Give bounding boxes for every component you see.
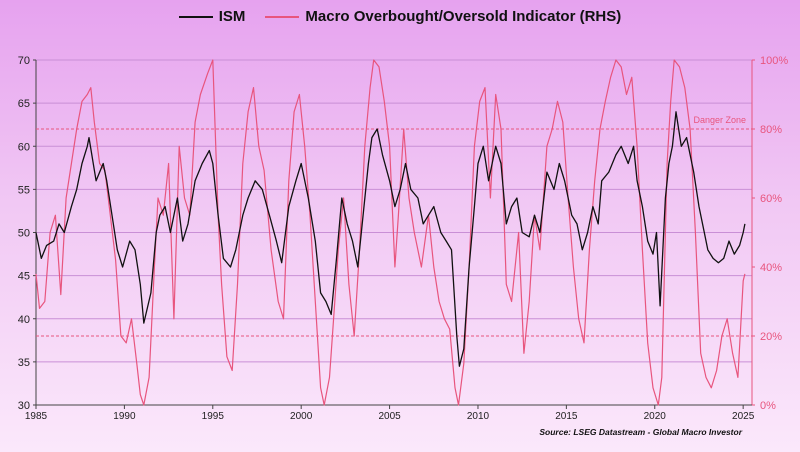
legend: ISM Macro Overbought/Oversold Indicator … <box>0 8 800 25</box>
legend-item-indicator: Macro Overbought/Oversold Indicator (RHS… <box>265 8 621 25</box>
x-tick-label: 2020 <box>644 411 667 422</box>
danger-zone-label: Danger Zone <box>693 115 746 125</box>
y-left-tick-label: 45 <box>18 271 30 283</box>
y-left-tick-label: 65 <box>18 98 30 110</box>
x-tick-label: 1995 <box>202 411 225 422</box>
y-left-tick-label: 40 <box>18 314 30 326</box>
x-tick-label: 1985 <box>25 411 48 422</box>
x-tick-label: 1990 <box>113 411 136 422</box>
y-left-tick-label: 55 <box>18 184 30 196</box>
y-right-tick-label: 20% <box>760 331 782 343</box>
y-left-tick-label: 35 <box>18 357 30 369</box>
x-tick-label: 2000 <box>290 411 313 422</box>
y-left-tick-label: 50 <box>18 228 30 240</box>
series-line-indicator <box>35 59 746 406</box>
y-right-tick-label: 40% <box>760 262 782 274</box>
series-line-ism <box>35 111 746 367</box>
legend-label-indicator: Macro Overbought/Oversold Indicator (RHS… <box>305 8 622 25</box>
legend-swatch-indicator <box>265 15 300 18</box>
legend-label-ism: ISM <box>218 8 246 25</box>
y-left-tick-label: 30 <box>18 400 30 412</box>
legend-item-ism: ISM <box>178 8 246 25</box>
y-left-tick-label: 70 <box>18 55 30 67</box>
x-tick-label: 2015 <box>555 411 578 422</box>
y-right-tick-label: 100% <box>760 55 788 67</box>
y-right-tick-label: 80% <box>760 124 782 136</box>
x-tick-label: 2010 <box>467 411 490 422</box>
y-right-tick-label: 60% <box>760 193 782 205</box>
source-note: Source: LSEG Datastream - Global Macro I… <box>539 427 742 437</box>
x-tick-label: 2025 <box>732 411 755 422</box>
y-right-tick-label: 0% <box>760 400 776 412</box>
x-tick-label: 2005 <box>378 411 401 422</box>
legend-swatch-ism <box>178 15 213 18</box>
y-left-tick-label: 60 <box>18 141 30 153</box>
